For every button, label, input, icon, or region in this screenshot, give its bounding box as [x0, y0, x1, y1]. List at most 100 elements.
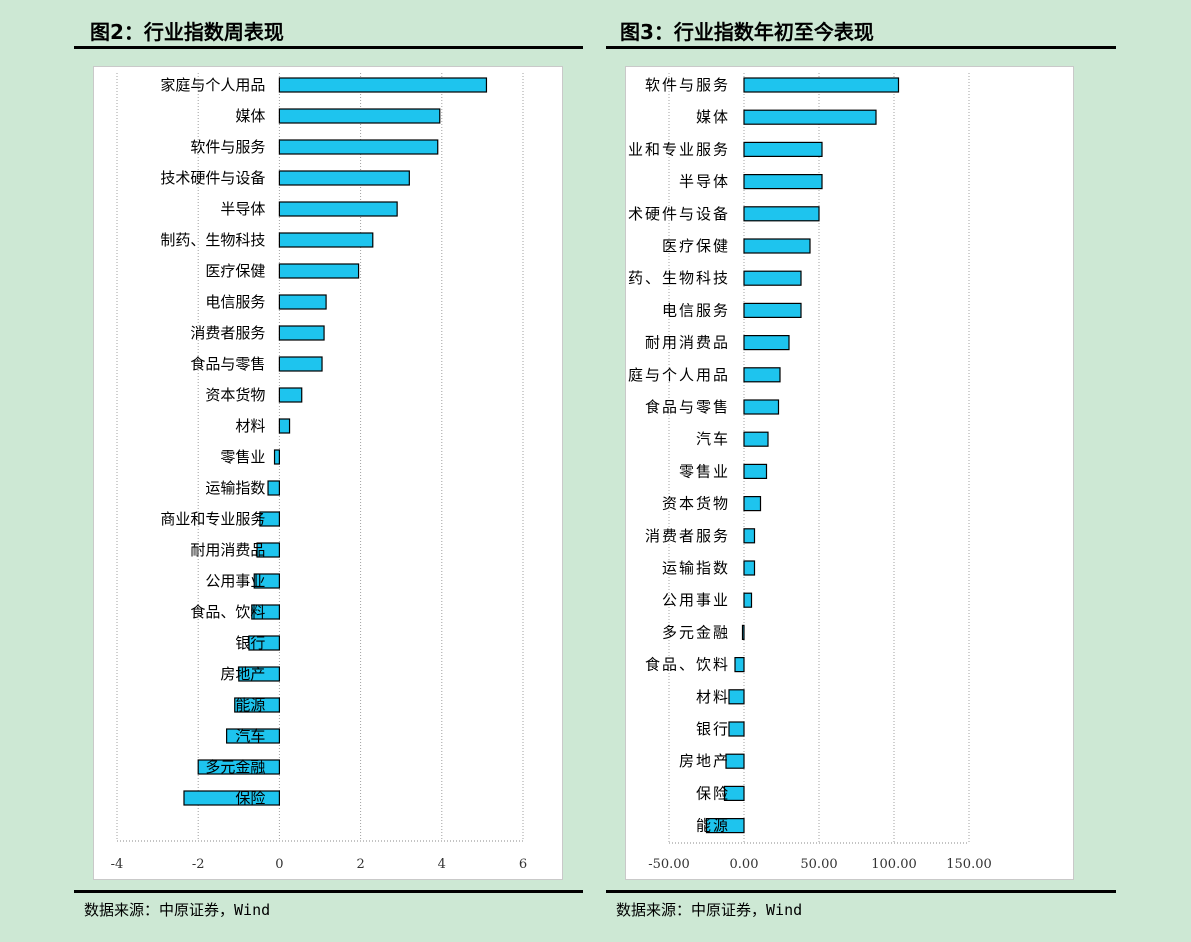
bar	[278, 201, 398, 217]
category-label: 媒体	[235, 107, 265, 125]
title-rule	[74, 46, 583, 49]
category-label: 食品与零售	[190, 355, 265, 373]
x-tick-label: 150.00	[946, 857, 992, 872]
category-label: 运输指数	[662, 559, 730, 577]
category-label: 保险	[696, 784, 730, 802]
x-tick-label: 2	[356, 857, 364, 872]
bar	[743, 302, 802, 318]
chart-title: 图2：行业指数周表现	[90, 20, 284, 44]
category-label: 家庭与个人用品	[626, 366, 730, 384]
bar	[743, 238, 811, 254]
chart-title: 图3：行业指数年初至今表现	[620, 20, 874, 44]
x-tick-label: -4	[111, 857, 124, 872]
bar	[238, 666, 281, 682]
x-tick-label: 0.00	[730, 857, 759, 872]
bar	[705, 817, 745, 834]
category-label: 汽车	[235, 727, 265, 745]
category-label: 技术硬件与设备	[160, 169, 265, 187]
bar	[741, 624, 745, 641]
category-label: 多元金融	[205, 758, 265, 776]
bar	[723, 785, 745, 802]
category-label: 食品与零售	[645, 398, 730, 416]
bar	[278, 139, 439, 155]
bar	[743, 528, 756, 544]
bar	[743, 109, 877, 125]
source-rule	[74, 890, 583, 893]
category-label: 房地产	[220, 665, 265, 683]
category-label: 半导体	[679, 173, 730, 191]
category-label: 公用事业	[662, 591, 730, 609]
bar	[253, 573, 280, 589]
category-label: 商业和专业服务	[160, 510, 265, 528]
bar	[743, 367, 781, 383]
category-label: 电信服务	[205, 293, 265, 311]
category-label: 材料	[235, 417, 265, 435]
category-label: 消费者服务	[190, 324, 265, 342]
chart-area: -4 -2 0 2 4 6 家庭与个人用品 媒体 软件与服务 技术硬件与设备 半导体 制药、生物科技医…	[93, 66, 563, 880]
data-source: 数据来源：中原证券，Wind	[84, 901, 271, 919]
category-label: 软件与服务	[190, 138, 265, 156]
category-label: 资本货物	[662, 495, 730, 513]
bar	[278, 325, 325, 341]
x-tick-label: -50.00	[648, 857, 690, 872]
bar	[743, 560, 756, 576]
bar	[197, 759, 280, 775]
category-label: 零售业	[679, 462, 730, 480]
bar	[278, 108, 441, 124]
bar	[278, 263, 360, 279]
bar	[743, 431, 769, 447]
bar	[743, 463, 768, 479]
category-label: 电信服务	[662, 301, 730, 319]
bar	[734, 656, 745, 673]
bar	[743, 592, 753, 608]
bar	[278, 356, 323, 372]
bar	[278, 170, 410, 186]
bar	[251, 604, 281, 620]
category-label: 耐用消费品	[645, 334, 730, 352]
category-label: 资本货物	[205, 386, 265, 404]
x-tick-label: 100.00	[871, 857, 917, 872]
bar	[234, 697, 281, 713]
chart-area: -50.00 0.00 50.00 100.00 150.00 软件与服务媒体商业和专业服…	[625, 66, 1074, 880]
bar-chart-weekly: -4 -2 0 2 4 6 家庭与个人用品媒体软件与服务技术硬件与设备半导体制药、生物科技医…	[111, 73, 527, 872]
bar	[278, 418, 291, 434]
bar	[743, 206, 820, 222]
category-label: 公用事业	[205, 572, 265, 590]
category-label: 汽车	[696, 430, 730, 448]
category-label: 食品、饮料	[190, 603, 265, 621]
bar	[278, 294, 327, 310]
category-label: 材料	[696, 688, 730, 706]
category-label: 银行	[235, 634, 265, 652]
x-tick-label: 6	[519, 857, 527, 872]
bar	[725, 753, 745, 769]
category-label: 零售业	[220, 448, 265, 466]
bar	[226, 728, 280, 744]
x-tick-label: 4	[438, 857, 446, 872]
category-label: 商业和专业服务	[626, 140, 730, 158]
bar	[743, 141, 823, 158]
bar	[278, 387, 303, 403]
bar	[273, 449, 281, 465]
bar	[743, 335, 790, 351]
category-label: 技术硬件与设备	[626, 205, 730, 223]
bar	[256, 542, 281, 558]
bar	[728, 721, 745, 737]
category-label: 制药、生物科技	[160, 231, 265, 249]
bar	[743, 173, 823, 190]
bar	[183, 790, 281, 806]
bar	[743, 270, 802, 286]
bar	[259, 511, 281, 527]
x-tick-label: -2	[192, 857, 205, 872]
category-label: 消费者服务	[645, 527, 730, 545]
category-label: 耐用消费品	[190, 541, 265, 559]
bar	[267, 480, 280, 496]
category-label: 多元金融	[662, 623, 730, 641]
data-source: 数据来源：中原证券，Wind	[616, 901, 803, 919]
category-label: 运输指数	[205, 479, 265, 497]
category-label: 保险	[235, 789, 265, 807]
source-rule	[606, 890, 1116, 893]
x-tick-label: 50.00	[800, 857, 837, 872]
bar	[743, 399, 780, 415]
category-label: 半导体	[220, 200, 265, 218]
category-label: 能源	[696, 817, 730, 835]
